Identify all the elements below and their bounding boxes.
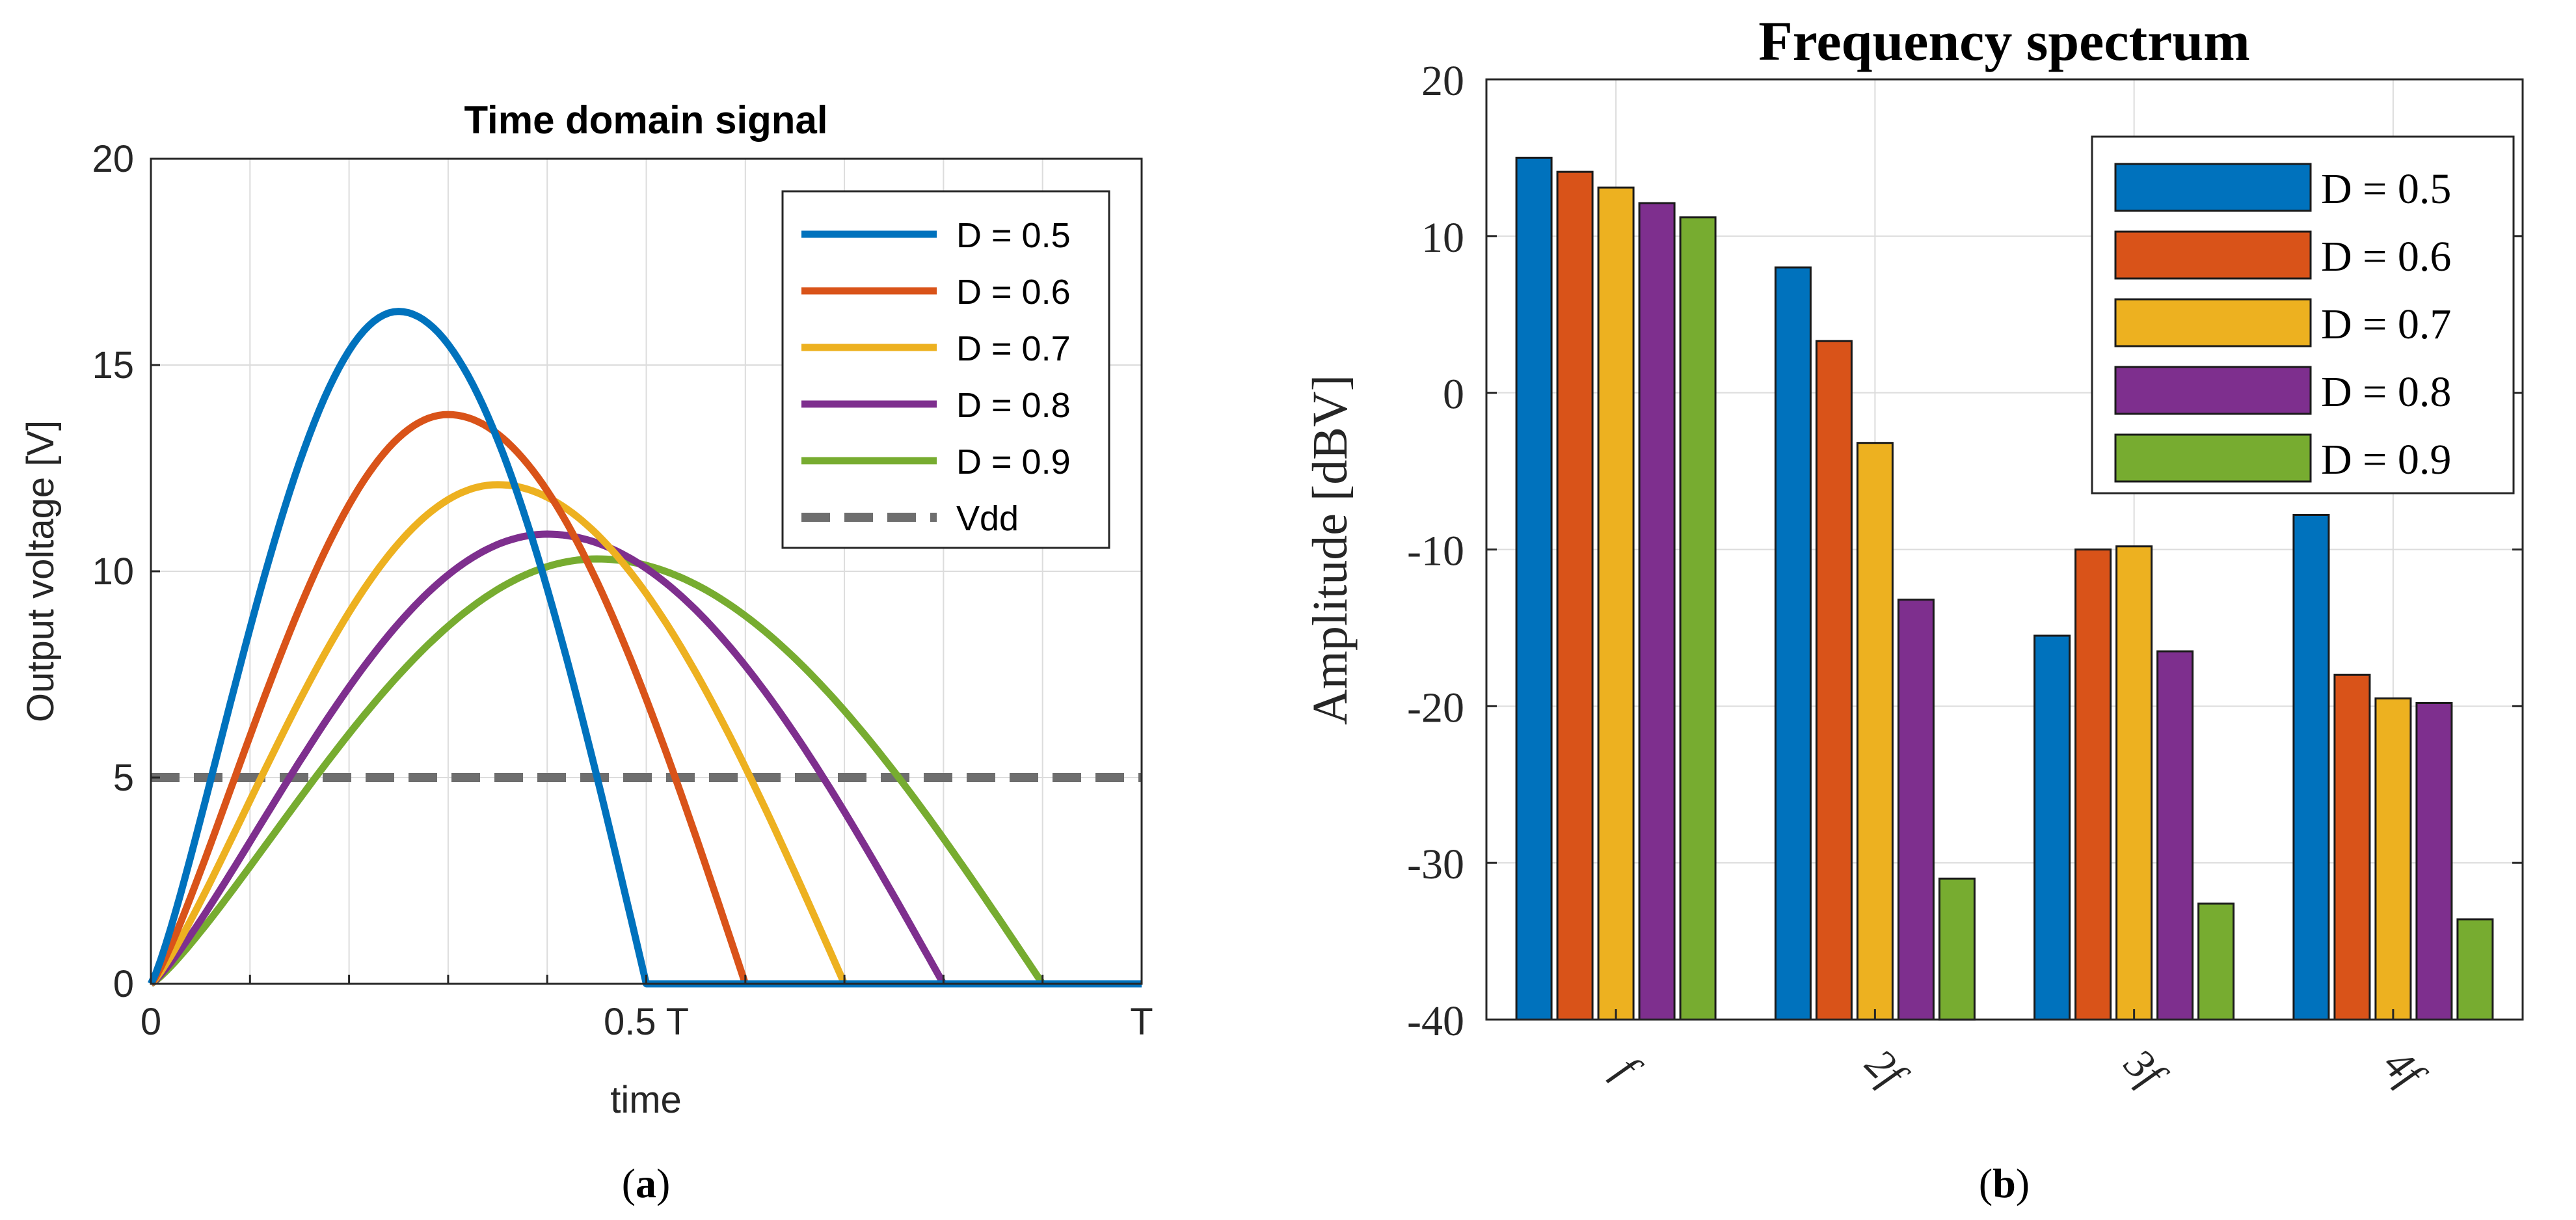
time-domain-legend-box <box>781 190 1110 549</box>
frequency-legend-label: D = 0.6 <box>2321 233 2451 280</box>
frequency-y-tick-label: -40 <box>1407 997 1464 1045</box>
frequency-bar-3f-08 <box>2156 650 2194 1021</box>
time-domain-y-ticks: 0 5 10 15 20 <box>92 138 160 1005</box>
frequency-legend-swatch <box>2114 366 2312 415</box>
frequency-bar-f-05 <box>1515 156 1553 1021</box>
time-domain-y-tick-label: 15 <box>92 344 134 386</box>
frequency-legend-swatch <box>2114 163 2312 212</box>
frequency-legend-swatch <box>2114 230 2312 280</box>
frequency-y-ticks: -40 -30 -20 -10 0 10 20 <box>1407 57 2523 1045</box>
frequency-legend-swatch <box>2114 433 2312 483</box>
frequency-legend-label: D = 0.7 <box>2321 301 2451 348</box>
frequency-legend: D = 0.5 D = 0.6 D = 0.7 D = 0.8 D = 0.9 <box>2091 135 2515 495</box>
frequency-bar-4f-05 <box>2292 514 2330 1021</box>
panel-label-a: (a) <box>622 1160 671 1206</box>
panel-label-a-letter: a <box>636 1160 656 1206</box>
frequency-bar-2f-06 <box>1815 340 1853 1021</box>
frequency-bar-2f-05 <box>1774 266 1812 1021</box>
time-domain-y-tick-label: 5 <box>113 757 134 799</box>
frequency-y-tick-label: 10 <box>1421 214 1464 262</box>
panel-label-b: (b) <box>1979 1160 2030 1206</box>
time-domain-title: Time domain signal <box>464 98 827 142</box>
time-domain-x-tick-label: T <box>1130 1001 1153 1043</box>
frequency-legend-label: D = 0.8 <box>2321 368 2451 416</box>
frequency-bar-f-08 <box>1638 202 1676 1021</box>
frequency-y-label: Amplitude [dBV] <box>1303 375 1358 725</box>
time-domain-x-label: time <box>610 1079 682 1121</box>
frequency-bar-2f-07 <box>1856 442 1894 1021</box>
frequency-bar-3f-05 <box>2033 634 2071 1021</box>
frequency-bar-3f-09 <box>2197 902 2235 1021</box>
frequency-legend-swatch <box>2114 298 2312 347</box>
frequency-bar-2f-09 <box>1938 877 1976 1021</box>
time-domain-x-tick-label: 0.5 T <box>604 1001 689 1043</box>
time-domain-legend-label: D = 0.7 <box>956 329 1071 368</box>
time-domain-x-tick-label: 0 <box>141 1001 161 1043</box>
frequency-bar-4f-09 <box>2456 918 2494 1021</box>
time-domain-legend-label: Vdd <box>956 499 1019 538</box>
frequency-y-tick-label: 20 <box>1421 57 1464 105</box>
frequency-y-tick-label: 0 <box>1443 371 1464 418</box>
time-domain-chart: 0 5 10 15 20 0 0.5 T T Time domain signal time… <box>20 98 1153 1206</box>
frequency-bar-f-09 <box>1679 216 1717 1021</box>
time-domain-legend-label: D = 0.6 <box>956 273 1071 312</box>
frequency-bar-f-07 <box>1597 186 1635 1021</box>
time-domain-x-ticks: 0 0.5 T T <box>141 975 1153 1043</box>
time-domain-y-tick-label: 10 <box>92 550 134 593</box>
time-domain-legend: D = 0.5 D = 0.6 D = 0.7 D = 0.8 D = 0.9 Vdd <box>781 190 1110 549</box>
frequency-y-tick-label: -20 <box>1407 684 1464 731</box>
frequency-bar-4f-07 <box>2374 697 2412 1021</box>
frequency-bar-3f-06 <box>2074 549 2112 1021</box>
time-domain-y-label: Output voltage [V] <box>20 420 62 722</box>
time-domain-legend-label: D = 0.9 <box>956 442 1071 481</box>
time-domain-legend-label: D = 0.8 <box>956 386 1071 425</box>
frequency-bar-4f-08 <box>2415 702 2453 1021</box>
frequency-bar-4f-06 <box>2333 673 2371 1021</box>
panel-label-b-letter: b <box>1992 1160 2016 1206</box>
frequency-legend-label: D = 0.9 <box>2321 436 2451 483</box>
time-domain-y-tick-label: 0 <box>113 963 134 1005</box>
frequency-bar-2f-08 <box>1897 599 1935 1021</box>
frequency-title: Frequency spectrum <box>1758 10 2250 72</box>
frequency-y-tick-label: -30 <box>1407 841 1464 888</box>
frequency-legend-label: D = 0.5 <box>2321 165 2451 213</box>
frequency-bar-3f-07 <box>2115 545 2153 1021</box>
frequency-bar-f-06 <box>1556 170 1594 1021</box>
frequency-y-tick-label: -10 <box>1407 528 1464 575</box>
time-domain-y-tick-label: 20 <box>92 138 134 180</box>
frequency-bars-layer <box>1515 156 2494 1021</box>
time-domain-legend-label: D = 0.5 <box>956 216 1071 255</box>
